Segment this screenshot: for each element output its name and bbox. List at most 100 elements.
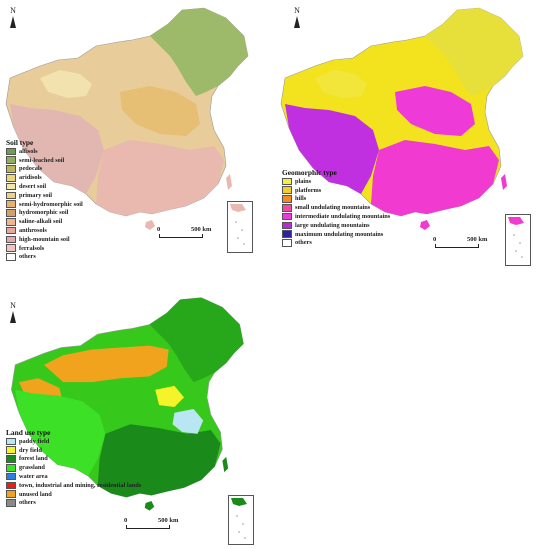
legend-item: forest land <box>6 455 141 464</box>
legend-item: others <box>6 499 141 508</box>
legend-item: semi-leached soil <box>6 156 83 165</box>
legend-swatch <box>6 182 16 191</box>
region-center <box>120 86 200 136</box>
legend-label: ferralsols <box>19 244 45 252</box>
region-west <box>285 104 379 194</box>
legend-title: Soil type <box>6 138 34 147</box>
scale-zero: 0 <box>433 236 437 243</box>
legend-label: hills <box>295 195 307 203</box>
geomorphic-type-map <box>280 7 524 230</box>
soil-type-map-panel: N Soil type alfisols semi-leached soil ped… <box>0 0 275 270</box>
legend-item: platforms <box>282 186 390 195</box>
north-arrow-icon: N <box>6 7 20 28</box>
legend-title: Land use type <box>6 428 51 437</box>
legend-label: intermediate undulating mountains <box>295 213 391 221</box>
land-use-type-map-panel: N Land use type paddy field dry field fore… <box>0 290 275 549</box>
region-west <box>10 104 104 194</box>
scale-bar: 0 500 km <box>124 517 204 533</box>
legend-swatch <box>6 481 16 490</box>
legend-label: primary soil <box>19 191 53 199</box>
scale-zero: 0 <box>124 517 128 524</box>
region-tarim <box>40 70 92 98</box>
legend-label: anthrosols <box>19 227 47 235</box>
legend-label: maximum undulating mountains <box>295 230 384 238</box>
legend-label: aridisols <box>19 174 42 182</box>
land-use-type-legend: Land use type paddy field dry field forest… <box>6 428 141 507</box>
legend-swatch <box>6 156 16 164</box>
legend-item: primary soil <box>6 191 83 200</box>
legend-item: semi-hydromorphic soil <box>6 200 83 209</box>
legend-item: grassland <box>6 463 141 472</box>
legend-swatch <box>6 455 16 463</box>
legend-item: dry field <box>6 446 141 455</box>
legend-swatch <box>6 147 16 156</box>
region-center <box>149 297 244 383</box>
legend-item: saline-alkali soil <box>6 217 83 226</box>
region-south <box>371 140 499 216</box>
region-south <box>96 140 224 216</box>
legend-label: water area <box>19 473 48 481</box>
legend-label: plains <box>295 177 312 185</box>
island-taiwan <box>222 456 229 473</box>
legend-item: ferralsols <box>6 244 83 253</box>
legend-swatch <box>6 165 16 173</box>
scale-distance: 500 km <box>158 517 179 524</box>
dry-field-area <box>155 385 185 408</box>
scale-zero: 0 <box>157 226 161 233</box>
geomorphic-type-map-panel: N Geomorphic type plains platforms hills sm… <box>275 0 550 270</box>
legend-title: Geomorphic type <box>282 168 337 177</box>
legend-item: small undulating mountains <box>282 203 390 212</box>
scale-distance: 500 km <box>467 236 488 243</box>
legend-swatch <box>6 464 16 472</box>
region-center <box>395 86 475 136</box>
region-west <box>15 389 106 477</box>
legend-item: hydromorphic soil <box>6 209 83 218</box>
legend-item: others <box>282 239 390 248</box>
south-china-sea-inset <box>227 201 253 253</box>
scale-bar: 0 500 km <box>157 226 237 242</box>
island-hainan <box>144 501 155 511</box>
island-taiwan <box>226 174 232 190</box>
legend-item: aridisols <box>6 173 83 182</box>
legend-label: semi-leached soil <box>19 156 65 164</box>
geomorphic-type-legend: Geomorphic type plains platforms hills smal… <box>282 168 390 247</box>
legend-label: dry field <box>19 446 42 454</box>
legend-swatch <box>6 200 16 208</box>
legend-swatch <box>282 177 292 186</box>
legend-label: town, industrial and mining, residential… <box>19 481 142 489</box>
scale-bar: 0 500 km <box>433 236 513 252</box>
north-arrow-icon: N <box>290 7 304 28</box>
legend-label: grassland <box>19 464 45 472</box>
legend-swatch <box>282 204 292 212</box>
legend-item: high-mountain soil <box>6 235 83 244</box>
region-tarim <box>315 70 367 98</box>
legend-item: plains <box>282 177 390 186</box>
island-hainan <box>145 220 155 230</box>
south-china-sea-inset <box>228 495 254 545</box>
legend-label: saline-alkali soil <box>19 218 63 226</box>
legend-items: alfisols semi-leached soil pedocals aridiso… <box>6 147 83 261</box>
legend-item: desert soil <box>6 182 83 191</box>
legend-item: maximum undulating mountains <box>282 230 390 239</box>
legend-item: intermediate undulating mountains <box>282 212 390 221</box>
legend-swatch <box>282 230 292 238</box>
legend-swatch <box>282 221 292 230</box>
legend-swatch <box>282 195 292 203</box>
legend-label: forest land <box>19 455 48 463</box>
legend-swatch <box>282 212 292 221</box>
region-south <box>97 424 221 498</box>
legend-swatch <box>6 209 16 217</box>
legend-label: high-mountain soil <box>19 235 70 243</box>
legend-item: water area <box>6 472 141 481</box>
legend-swatch <box>6 174 16 182</box>
legend-label: hydromorphic soil <box>19 209 69 217</box>
legend-swatch <box>6 490 16 498</box>
legend-items: paddy field dry field forest land grassland… <box>6 437 141 507</box>
legend-label: unused land <box>19 490 52 498</box>
legend-label: pedocals <box>19 165 43 173</box>
legend-item: hills <box>282 195 390 204</box>
legend-items: plains platforms hills small undulating mou… <box>282 177 390 247</box>
legend-swatch <box>6 191 16 200</box>
legend-item: large undulating mountains <box>282 221 390 230</box>
legend-item: alfisols <box>6 147 83 156</box>
